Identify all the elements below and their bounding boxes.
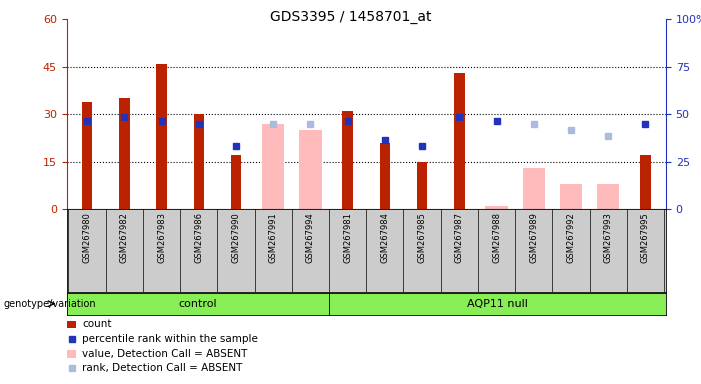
Bar [485, 206, 508, 209]
Text: GSM267980: GSM267980 [83, 212, 92, 263]
Bar [343, 111, 353, 209]
Text: GSM267995: GSM267995 [641, 212, 650, 263]
Text: GSM267993: GSM267993 [604, 212, 613, 263]
Text: count: count [82, 319, 111, 329]
Bar [597, 184, 620, 209]
Bar [380, 143, 390, 209]
Text: GSM267994: GSM267994 [306, 212, 315, 263]
Bar [156, 64, 167, 209]
Text: rank, Detection Call = ABSENT: rank, Detection Call = ABSENT [82, 363, 243, 373]
Bar [454, 73, 465, 209]
Bar [119, 98, 130, 209]
Bar [523, 168, 545, 209]
Bar [82, 102, 93, 209]
Bar [299, 130, 322, 209]
Text: percentile rank within the sample: percentile rank within the sample [82, 334, 258, 344]
Text: value, Detection Call = ABSENT: value, Detection Call = ABSENT [82, 349, 247, 359]
Text: GSM267986: GSM267986 [194, 212, 203, 263]
Bar [417, 162, 428, 209]
Text: GSM267990: GSM267990 [231, 212, 240, 263]
Bar [193, 114, 204, 209]
Text: GSM267985: GSM267985 [418, 212, 427, 263]
Text: GSM267984: GSM267984 [381, 212, 389, 263]
Text: GSM267983: GSM267983 [157, 212, 166, 263]
Text: genotype/variation: genotype/variation [4, 299, 96, 309]
Bar [262, 124, 285, 209]
Bar [640, 156, 651, 209]
Bar [231, 156, 241, 209]
Text: GSM267988: GSM267988 [492, 212, 501, 263]
Text: GSM267989: GSM267989 [529, 212, 538, 263]
Text: GSM267981: GSM267981 [343, 212, 352, 263]
Text: GSM267982: GSM267982 [120, 212, 129, 263]
Text: AQP11 null: AQP11 null [467, 299, 528, 309]
Bar [560, 184, 583, 209]
Text: GSM267991: GSM267991 [268, 212, 278, 263]
Text: control: control [178, 299, 217, 309]
Text: GSM267992: GSM267992 [566, 212, 576, 263]
Text: GDS3395 / 1458701_at: GDS3395 / 1458701_at [270, 10, 431, 23]
Text: GSM267987: GSM267987 [455, 212, 464, 263]
